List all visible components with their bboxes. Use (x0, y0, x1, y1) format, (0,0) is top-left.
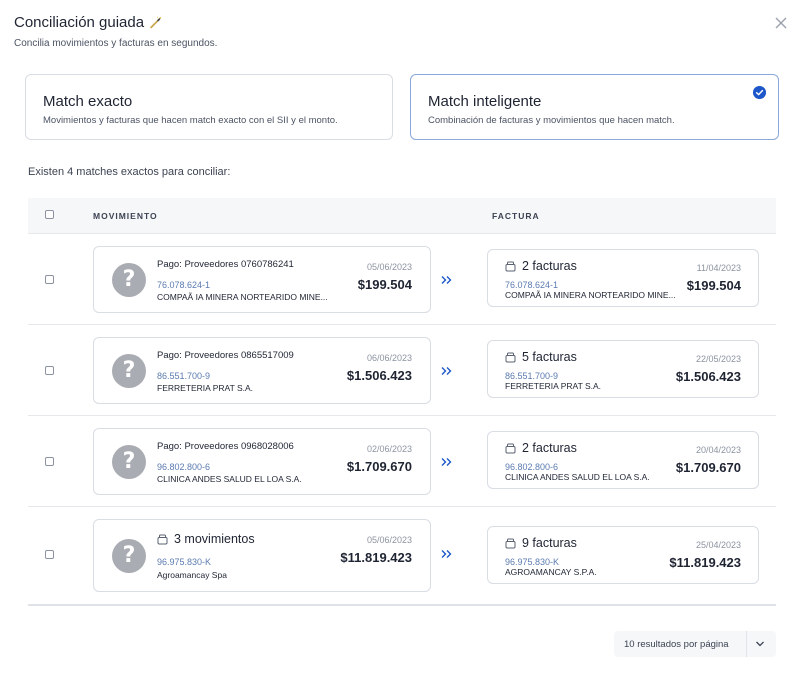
invoice-title-text: 2 facturas (522, 259, 577, 273)
col-movimiento: MOVIMIENTO (93, 211, 158, 221)
movement-date: 05/06/2023 (366, 535, 412, 545)
double-chevron-right-icon (441, 367, 452, 375)
movement-date: 05/06/2023 (366, 262, 412, 272)
col-factura: FACTURA (492, 211, 540, 221)
mode-smart-title: Match inteligente (428, 93, 542, 110)
page-size-select[interactable]: 10 resultados por página (614, 631, 776, 657)
movement-date: 06/06/2023 (366, 353, 412, 363)
invoice-card[interactable]: 9 facturas 96.975.830-K AGROAMANCAY S.P.… (487, 526, 759, 584)
invoice-amount: $1.709.670 (675, 460, 741, 475)
movement-amount: $1.506.423 (346, 368, 412, 383)
avatar: ? (112, 445, 146, 479)
row-checkbox[interactable] (45, 275, 54, 284)
table-row: ? 3 movimientos 96.975.830-K Agroamancay… (28, 507, 776, 606)
movement-business: Agroamancay Spa (157, 570, 227, 580)
avatar: ? (112, 539, 146, 573)
avatar: ? (112, 263, 146, 297)
movement-title: Pago: Proveedores 0968028006 (157, 441, 294, 452)
invoice-stack-icon (505, 261, 516, 271)
modal-title: Conciliación guiada (14, 14, 162, 31)
movement-card[interactable]: ? 3 movimientos 96.975.830-K Agroamancay… (93, 519, 431, 592)
mode-exact-desc: Movimientos y facturas que hacen match e… (43, 115, 338, 126)
modal-subtitle: Concilia movimientos y facturas en segun… (14, 38, 218, 49)
movement-rut: 86.551.700-9 (157, 371, 211, 381)
invoice-business: FERRETERIA PRAT S.A. (505, 381, 602, 391)
chevron-down-icon[interactable] (755, 640, 765, 648)
page-size-label: 10 resultados por página (624, 639, 729, 650)
invoice-business: CLINICA ANDES SALUD EL LOA S.A. (505, 472, 650, 482)
movement-title: 3 movimientos (157, 532, 255, 546)
movement-card[interactable]: ? Pago: Proveedores 0865517009 86.551.70… (93, 337, 431, 404)
invoice-amount: $1.506.423 (675, 369, 741, 384)
invoice-amount: $11.819.423 (669, 555, 741, 570)
matches-table: MOVIMIENTO FACTURA ? Pago: Proveedores 0… (28, 198, 776, 606)
movement-title-text: 3 movimientos (174, 532, 255, 546)
invoice-date: 20/04/2023 (695, 445, 741, 455)
invoice-card[interactable]: 2 facturas 96.802.800-6 CLINICA ANDES SA… (487, 431, 759, 489)
movement-amount: $11.819.423 (340, 550, 412, 565)
magic-wand-icon (150, 16, 162, 29)
invoice-rut: 96.975.830-K (505, 557, 560, 567)
table-row: ? Pago: Proveedores 0760786241 76.078.62… (28, 234, 776, 325)
movement-card[interactable]: ? Pago: Proveedores 0760786241 76.078.62… (93, 246, 431, 313)
invoice-rut: 76.078.624-1 (505, 280, 559, 290)
close-icon[interactable] (772, 14, 790, 32)
table-row: ? Pago: Proveedores 0968028006 96.802.80… (28, 416, 776, 507)
table-row: ? Pago: Proveedores 0865517009 86.551.70… (28, 325, 776, 416)
invoice-amount: $199.504 (686, 278, 741, 293)
invoice-title: 5 facturas (505, 350, 577, 364)
pager-divider (746, 631, 747, 657)
mode-card-exact[interactable]: Match exacto Movimientos y facturas que … (25, 74, 393, 140)
movement-date: 02/06/2023 (366, 444, 412, 454)
modal-title-text: Conciliación guiada (14, 14, 145, 31)
invoice-stack-icon (505, 443, 516, 453)
double-chevron-right-icon (441, 458, 452, 466)
movement-business: FERRETERIA PRAT S.A. (157, 383, 254, 393)
invoice-date: 11/04/2023 (696, 263, 741, 273)
mode-card-smart[interactable]: Match inteligente Combinación de factura… (410, 74, 779, 140)
invoice-rut: 86.551.700-9 (505, 371, 559, 381)
matches-summary: Existen 4 matches exactos para conciliar… (28, 166, 231, 178)
movement-business: COMPAÃ IA MINERA NORTEARIDO MINE... (157, 292, 328, 302)
movement-card[interactable]: ? Pago: Proveedores 0968028006 96.802.80… (93, 428, 431, 495)
movement-rut: 96.802.800-6 (157, 462, 211, 472)
movement-amount: $199.504 (357, 277, 412, 292)
row-checkbox[interactable] (45, 550, 54, 559)
invoice-title-text: 2 facturas (522, 441, 577, 455)
movement-rut: 76.078.624-1 (157, 280, 211, 290)
table-header: MOVIMIENTO FACTURA (28, 198, 776, 234)
invoice-card[interactable]: 2 facturas 76.078.624-1 COMPAÃ IA MINERA… (487, 249, 759, 307)
row-checkbox[interactable] (45, 366, 54, 375)
row-checkbox[interactable] (45, 457, 54, 466)
mode-smart-desc: Combinación de facturas y movimientos qu… (428, 115, 675, 126)
invoice-rut: 96.802.800-6 (505, 462, 559, 472)
double-chevron-right-icon (441, 550, 452, 558)
invoice-date: 22/05/2023 (695, 354, 741, 364)
movement-amount: $1.709.670 (346, 459, 412, 474)
invoice-card[interactable]: 5 facturas 86.551.700-9 FERRETERIA PRAT … (487, 340, 759, 398)
movement-title: Pago: Proveedores 0865517009 (157, 350, 294, 361)
invoice-title: 2 facturas (505, 259, 577, 273)
select-all-checkbox[interactable] (45, 210, 54, 219)
invoice-title: 2 facturas (505, 441, 577, 455)
invoice-title-text: 5 facturas (522, 350, 577, 364)
invoice-business: COMPAÃ IA MINERA NORTEARIDO MINE... (505, 290, 676, 300)
avatar: ? (112, 354, 146, 388)
invoice-date: 25/04/2023 (695, 540, 741, 550)
check-circle-icon (753, 86, 766, 99)
invoice-title-text: 9 facturas (522, 536, 577, 550)
double-chevron-right-icon (441, 276, 452, 284)
invoice-stack-icon (505, 352, 516, 362)
invoice-title: 9 facturas (505, 536, 577, 550)
invoice-stack-icon (157, 534, 168, 544)
movement-rut: 96.975.830-K (157, 557, 212, 567)
movement-title: Pago: Proveedores 0760786241 (157, 259, 294, 270)
invoice-business: AGROAMANCAY S.P.A. (505, 567, 597, 577)
mode-exact-title: Match exacto (43, 93, 133, 110)
invoice-stack-icon (505, 538, 516, 548)
movement-business: CLINICA ANDES SALUD EL LOA S.A. (157, 474, 302, 484)
